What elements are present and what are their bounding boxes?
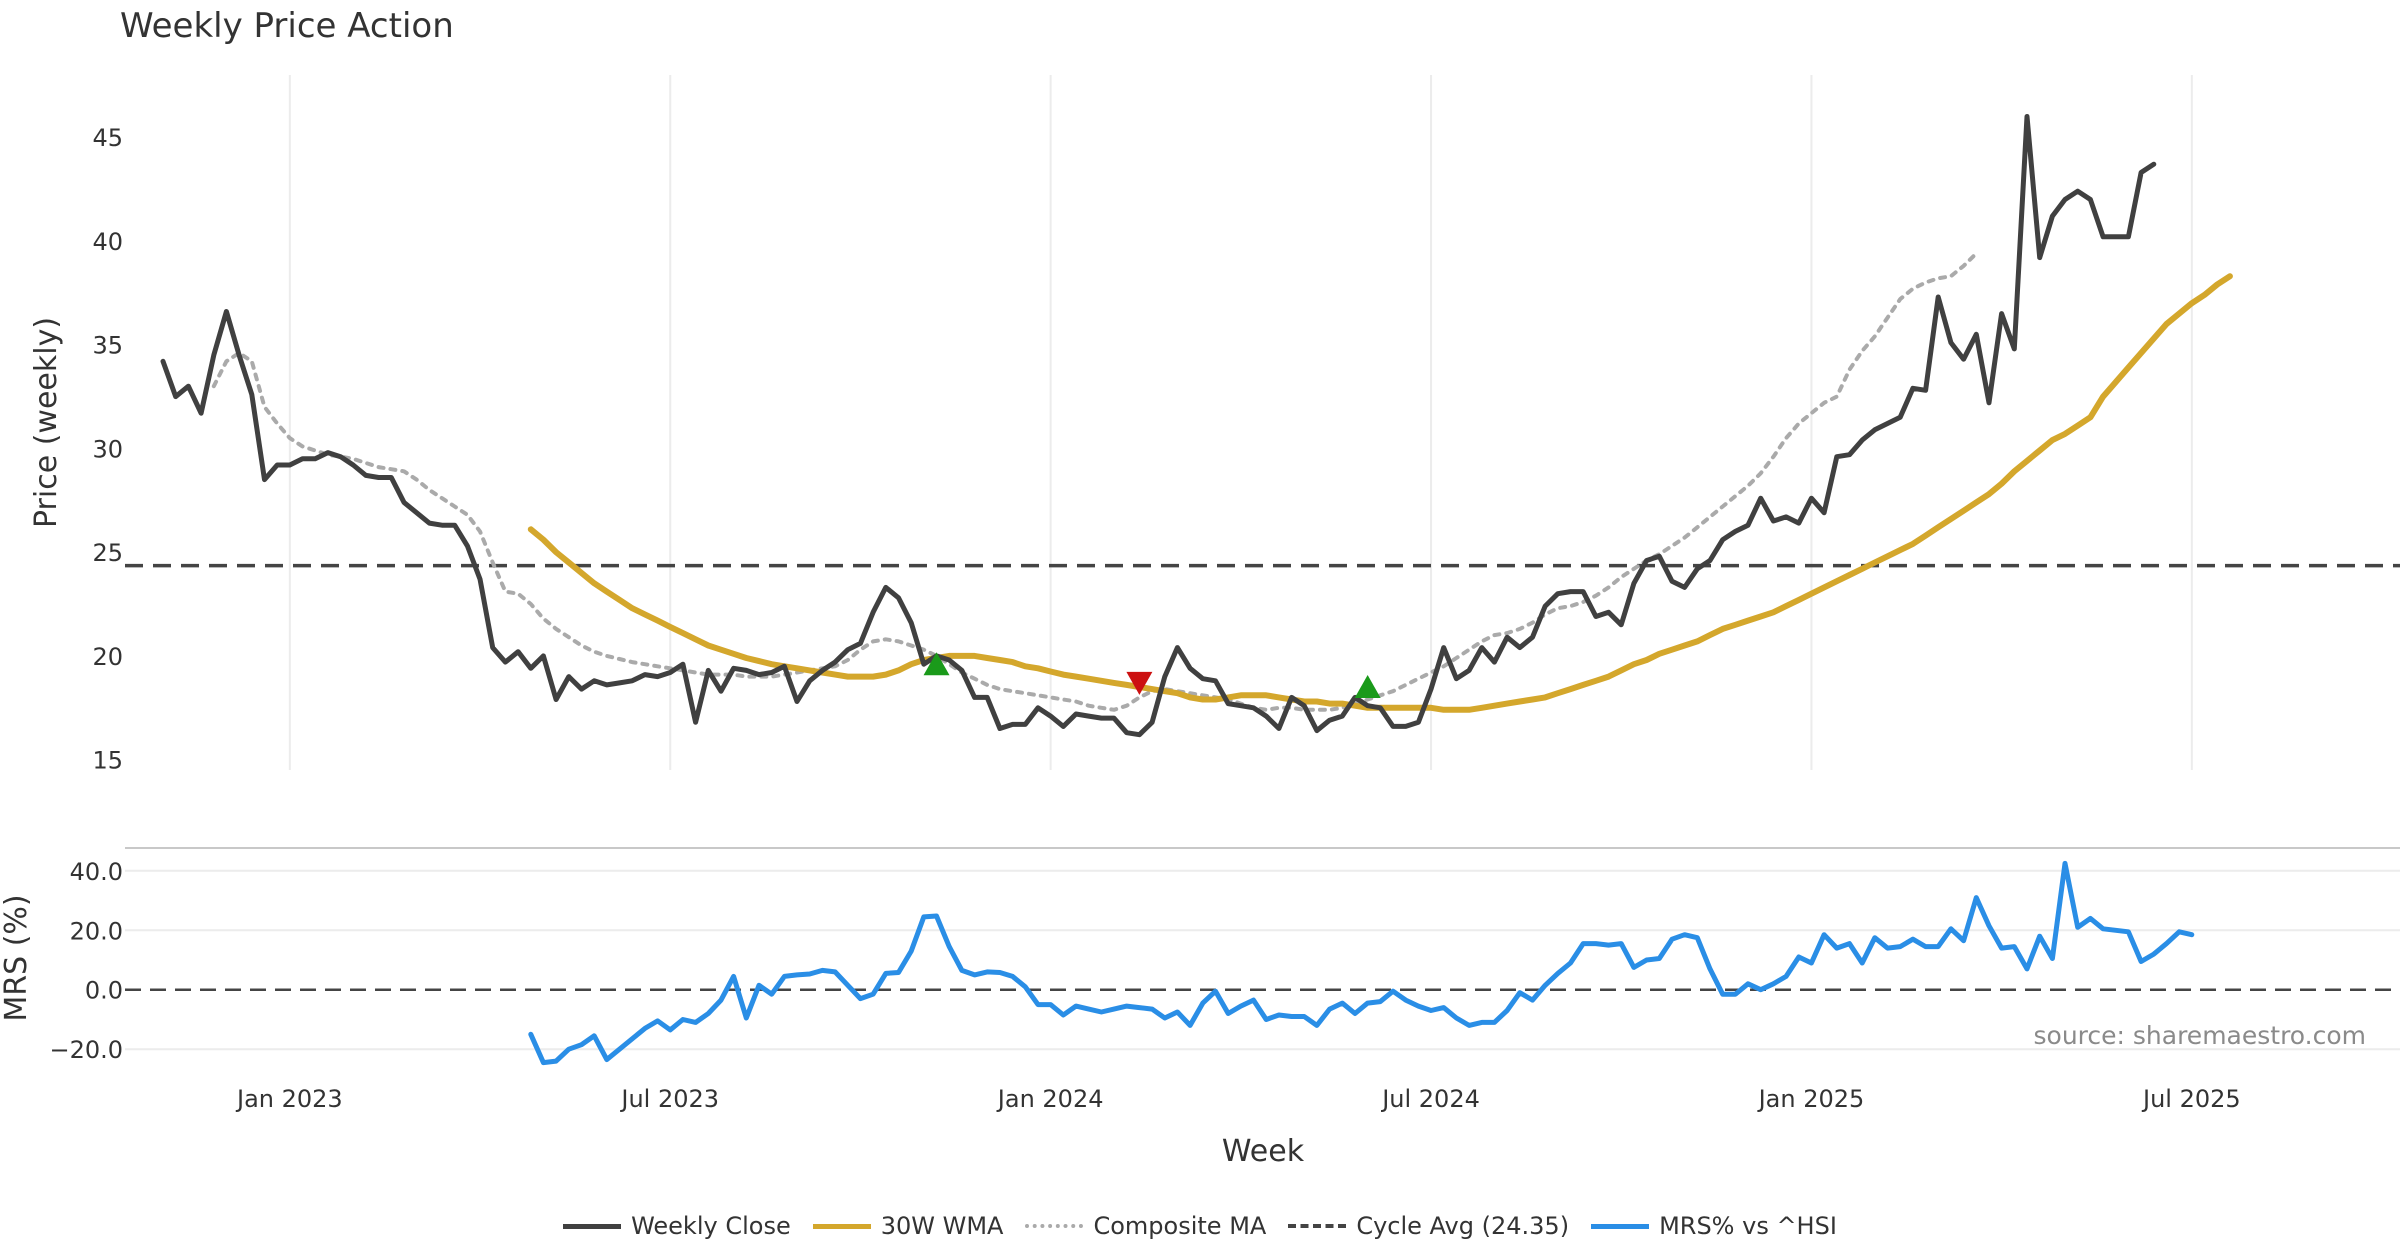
x-tick-label: Jan 2025	[1757, 1085, 1865, 1113]
legend-label: Weekly Close	[631, 1212, 791, 1240]
mrs-y-tick-label: 20.0	[70, 917, 123, 945]
composite-ma-line	[211, 251, 1979, 712]
y-tick-label: 15	[92, 747, 123, 775]
legend-item-weekly-close: Weekly Close	[563, 1212, 791, 1240]
x-tick-label: Jan 2024	[996, 1085, 1104, 1113]
y-tick-label: 45	[92, 124, 123, 152]
legend-label: Composite MA	[1093, 1212, 1267, 1240]
y-tick-label: 25	[92, 539, 123, 567]
chart-title: Weekly Price Action	[120, 6, 454, 46]
legend-label: Cycle Avg (24.35)	[1356, 1212, 1570, 1240]
x-axis-label: Week	[1222, 1134, 1305, 1169]
x-tick-label: Jul 2025	[2141, 1085, 2241, 1113]
x-tick-label: Jul 2023	[619, 1085, 719, 1113]
legend-item-composite-ma: Composite MA	[1025, 1212, 1266, 1240]
buy-marker	[923, 652, 950, 676]
legend: Weekly Close 30W WMA Composite MA Cycle …	[0, 1212, 2400, 1240]
source-annotation: source: sharemaestro.com	[2034, 1021, 2367, 1050]
y-axis-label: Price (weekly)	[29, 317, 64, 528]
weekly-close-line	[160, 114, 2157, 738]
legend-swatch	[1591, 1223, 1650, 1229]
buy-marker	[1354, 675, 1381, 699]
legend-item-30w-wma: 30W WMA	[812, 1212, 1004, 1240]
legend-item-cycle-avg: Cycle Avg (24.35)	[1288, 1212, 1569, 1240]
legend-swatch	[563, 1223, 622, 1229]
y-tick-label: 35	[92, 332, 123, 360]
legend-label: 30W WMA	[880, 1212, 1004, 1240]
y-tick-label: 20	[92, 643, 123, 671]
mrs-y-axis-label: MRS (%)	[0, 894, 34, 1021]
x-tick-label: Jan 2023	[235, 1085, 343, 1113]
y-tick-label: 40	[92, 228, 123, 256]
mrs-y-tick-label: 0.0	[85, 977, 123, 1005]
sell-marker	[1126, 671, 1153, 695]
y-tick-label: 30	[92, 435, 123, 463]
mrs-y-tick-label: −20.0	[49, 1036, 123, 1064]
legend-swatch	[812, 1223, 871, 1229]
legend-swatch	[1025, 1224, 1084, 1228]
legend-swatch	[1288, 1224, 1347, 1228]
legend-label: MRS% vs ^HSI	[1659, 1212, 1837, 1240]
legend-item-mrs: MRS% vs ^HSI	[1591, 1212, 1837, 1240]
mrs-y-tick-label: 40.0	[70, 858, 123, 886]
x-tick-label: Jul 2024	[1380, 1085, 1480, 1113]
mrs-line	[528, 860, 2195, 1066]
